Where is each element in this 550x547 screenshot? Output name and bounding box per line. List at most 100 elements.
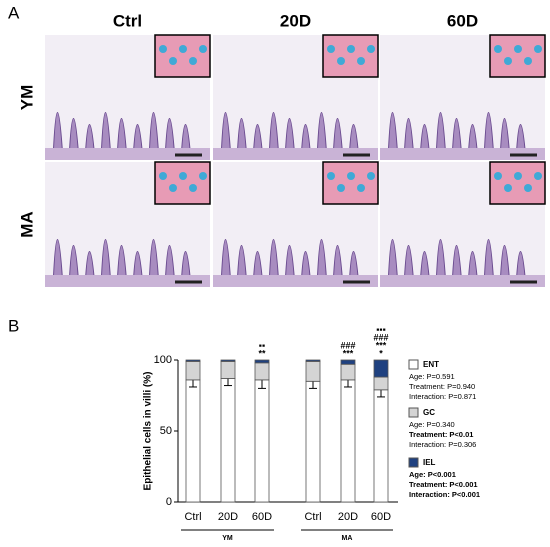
goblet-cell bbox=[159, 172, 167, 180]
group-label: MA bbox=[342, 535, 353, 542]
bar-segment bbox=[185, 359, 201, 362]
goblet-cell bbox=[524, 184, 532, 192]
goblet-cell bbox=[327, 172, 335, 180]
x-tick-label: Ctrl bbox=[184, 511, 201, 523]
legend-stat: Age: P=0.340 bbox=[409, 420, 455, 429]
goblet-cell bbox=[504, 57, 512, 65]
inset bbox=[489, 34, 546, 78]
goblet-cell bbox=[504, 184, 512, 192]
goblet-cell bbox=[169, 57, 177, 65]
goblet-cell bbox=[159, 45, 167, 53]
column-header: 20D bbox=[280, 11, 311, 30]
inset bbox=[322, 161, 379, 205]
bar-segment bbox=[340, 359, 356, 365]
goblet-cell bbox=[494, 45, 502, 53]
bar-segment bbox=[220, 359, 236, 362]
muscle-layer bbox=[380, 275, 545, 287]
goblet-cell bbox=[347, 172, 355, 180]
bar-segment bbox=[340, 379, 356, 503]
x-tick-label: Ctrl bbox=[304, 511, 321, 523]
panel-label: A bbox=[8, 3, 20, 22]
bar-segment bbox=[305, 361, 321, 382]
y-axis-label: Epithelial cells in villi (%) bbox=[143, 372, 154, 491]
significance: ▪▪▪ bbox=[376, 324, 386, 334]
bar-segment bbox=[340, 363, 356, 381]
goblet-cell bbox=[199, 45, 207, 53]
bar-segment bbox=[254, 359, 270, 364]
goblet-cell bbox=[327, 45, 335, 53]
significance: *** bbox=[376, 340, 387, 350]
legend-swatch bbox=[408, 359, 419, 370]
legend-stat: Treatment: P<0.001 bbox=[409, 480, 478, 489]
legend-stat: Interaction: P=0.871 bbox=[409, 392, 476, 401]
goblet-cell bbox=[199, 172, 207, 180]
panel-label: B bbox=[8, 316, 19, 335]
bar-segment bbox=[373, 389, 389, 503]
goblet-cell bbox=[169, 184, 177, 192]
goblet-cell bbox=[494, 172, 502, 180]
goblet-cell bbox=[179, 45, 187, 53]
significance: ** bbox=[258, 348, 266, 358]
bar-segment bbox=[305, 380, 321, 503]
legend-stat: Age: P<0.001 bbox=[409, 470, 456, 479]
column-header: 60D bbox=[447, 11, 478, 30]
goblet-cell bbox=[357, 57, 365, 65]
muscle-layer bbox=[213, 148, 378, 160]
bar-segment bbox=[254, 362, 270, 381]
legend-stat: Interaction: P<0.001 bbox=[409, 490, 480, 499]
y-tick-label: 0 bbox=[166, 496, 172, 508]
x-tick-label: 60D bbox=[252, 511, 272, 523]
goblet-cell bbox=[189, 184, 197, 192]
legend-swatch bbox=[408, 407, 419, 418]
bar-segment bbox=[185, 379, 201, 503]
goblet-cell bbox=[524, 57, 532, 65]
group-label: YM bbox=[222, 535, 233, 542]
significance: * bbox=[379, 348, 383, 358]
error-bar bbox=[344, 379, 352, 388]
inset bbox=[489, 161, 546, 205]
y-tick-label: 50 bbox=[160, 425, 172, 437]
legend-label: GC bbox=[423, 408, 435, 417]
goblet-cell bbox=[514, 45, 522, 53]
error-bar bbox=[377, 389, 385, 398]
goblet-cell bbox=[179, 172, 187, 180]
significance: *** bbox=[343, 348, 354, 358]
bar-segment bbox=[373, 376, 389, 391]
legend-label: ENT bbox=[423, 360, 439, 369]
inset bbox=[154, 161, 211, 205]
x-tick-label: 60D bbox=[371, 511, 391, 523]
error-bar bbox=[309, 381, 317, 389]
bar-segment bbox=[220, 378, 236, 503]
legend-label: IEL bbox=[423, 458, 436, 467]
bar-segment bbox=[220, 361, 236, 379]
goblet-cell bbox=[347, 45, 355, 53]
legend-stat: Age: P=0.591 bbox=[409, 372, 455, 381]
bar-segment bbox=[254, 379, 270, 503]
goblet-cell bbox=[189, 57, 197, 65]
significance: ▪▪ bbox=[259, 340, 265, 350]
goblet-cell bbox=[367, 45, 375, 53]
muscle-layer bbox=[45, 275, 210, 287]
goblet-cell bbox=[514, 172, 522, 180]
goblet-cell bbox=[357, 184, 365, 192]
legend-swatch bbox=[408, 457, 419, 468]
goblet-cell bbox=[367, 172, 375, 180]
bar-segment bbox=[373, 359, 389, 378]
legend-stat: Interaction: P=0.306 bbox=[409, 440, 476, 449]
bar-segment bbox=[305, 359, 321, 362]
x-tick-label: 20D bbox=[338, 511, 358, 523]
row-header: YM bbox=[17, 85, 36, 111]
inset bbox=[154, 34, 211, 78]
goblet-cell bbox=[534, 172, 542, 180]
goblet-cell bbox=[337, 184, 345, 192]
muscle-layer bbox=[380, 148, 545, 160]
column-header: Ctrl bbox=[113, 11, 142, 30]
significance: ### bbox=[340, 340, 355, 350]
significance: ### bbox=[373, 332, 388, 342]
error-bar bbox=[189, 379, 197, 388]
inset bbox=[322, 34, 379, 78]
bar-segment bbox=[185, 361, 201, 381]
goblet-cell bbox=[337, 57, 345, 65]
